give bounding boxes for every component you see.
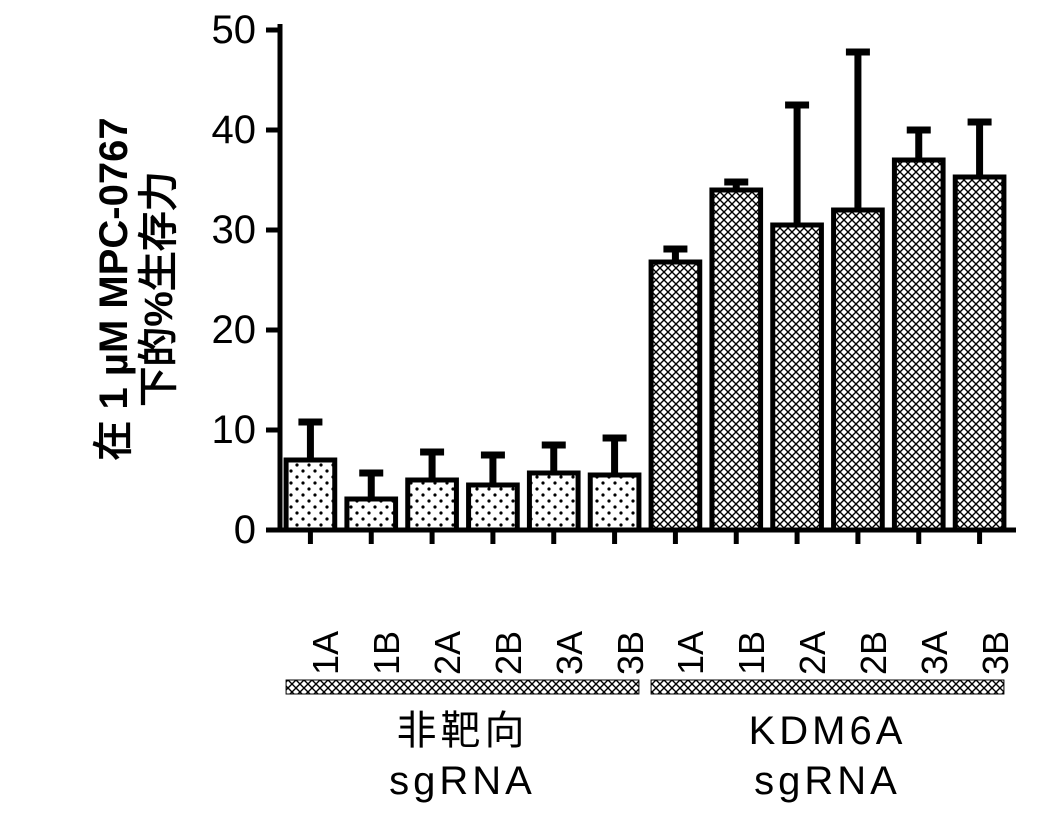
bar (469, 485, 518, 530)
bar (286, 460, 335, 530)
group-underline (286, 680, 639, 694)
group-label: 非靶向 sgRNA (286, 706, 639, 806)
group-label-line1: KDM6A (749, 709, 907, 753)
ytick-label: 0 (196, 508, 256, 553)
xtick-label: 2A (792, 631, 834, 675)
ytick-label: 30 (196, 208, 256, 253)
ytick-label: 10 (196, 408, 256, 453)
bar (529, 473, 578, 530)
bar (590, 475, 639, 530)
group-label-line2: sgRNA (389, 759, 536, 803)
group-underline (651, 680, 1004, 694)
figure: 在 1 µM MPC-0767 下的%生存力 01020304050 1A1B2… (0, 0, 1048, 838)
xtick-label: 1A (670, 631, 712, 675)
group-label-line1: 非靶向 (396, 709, 528, 753)
xtick-label: 1B (731, 631, 773, 675)
group-label-line2: sgRNA (754, 759, 901, 803)
xtick-label: 3B (610, 631, 652, 675)
xtick-label: 1B (366, 631, 408, 675)
xtick-label: 1A (305, 631, 347, 675)
xtick-label: 3A (914, 631, 956, 675)
ytick-label: 40 (196, 108, 256, 153)
bar (834, 210, 883, 530)
bar (347, 499, 396, 530)
bar (712, 190, 761, 530)
bar (955, 177, 1004, 530)
xtick-label: 2B (853, 631, 895, 675)
group-label: KDM6A sgRNA (651, 706, 1004, 806)
bar (894, 160, 943, 530)
xtick-label: 3B (975, 631, 1017, 675)
bar (773, 225, 822, 530)
ytick-label: 20 (196, 308, 256, 353)
xtick-label: 3A (549, 631, 591, 675)
bar (651, 262, 700, 530)
xtick-label: 2A (427, 631, 469, 675)
ytick-label: 50 (196, 8, 256, 53)
xtick-label: 2B (488, 631, 530, 675)
bar (408, 480, 457, 530)
